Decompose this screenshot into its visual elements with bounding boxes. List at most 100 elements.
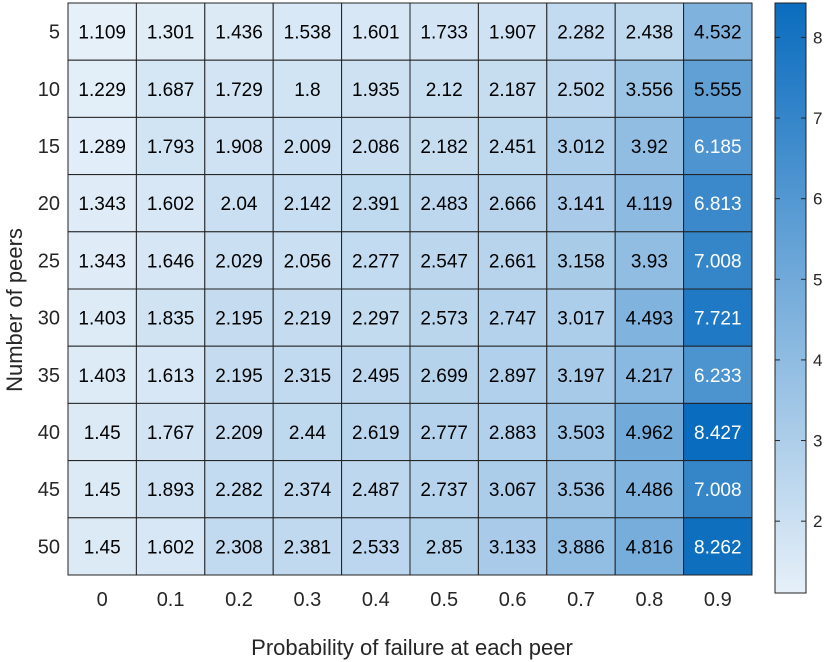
cell-value-label: 2.619 [352, 423, 400, 444]
cell-value-label: 4.217 [626, 366, 674, 387]
cell-value-label: 2.502 [557, 80, 605, 101]
x-tick-label: 0.8 [635, 589, 663, 611]
heatmap-cell [477, 231, 548, 290]
cell-value-label: 1.646 [147, 251, 195, 272]
cell-value-label: 4.962 [626, 423, 674, 444]
heatmap-cell [477, 174, 548, 233]
cell-value-label: 1.343 [78, 194, 126, 215]
heatmap-cell [683, 402, 753, 462]
heatmap-cell [341, 517, 411, 576]
cell-value-label: 2.308 [215, 537, 263, 558]
colorbar-tick-label: 5 [813, 270, 822, 289]
heatmap-cell [614, 59, 685, 118]
heatmap-cell [683, 345, 753, 404]
heatmap-cell [135, 231, 206, 290]
x-tick-label: 0.6 [499, 589, 527, 611]
heatmap-cell [67, 288, 137, 347]
cell-value-label: 6.233 [694, 366, 742, 387]
heatmap-cell [614, 345, 685, 404]
heatmap-cell [135, 116, 206, 176]
heatmap-cell [546, 460, 616, 519]
cell-value-label: 7.721 [694, 309, 742, 330]
heatmap-cell [546, 116, 616, 176]
heatmap-cell [67, 460, 137, 519]
heatmap-cell [341, 402, 411, 462]
heatmap-cell [135, 59, 206, 118]
cell-value-label: 1.793 [147, 137, 195, 158]
y-tick-label: 15 [38, 136, 60, 158]
cell-value-label: 1.729 [215, 80, 263, 101]
colorbar-tick-label: 6 [813, 190, 822, 209]
heatmap-cell [683, 231, 753, 290]
cell-value-label: 2.195 [215, 309, 263, 330]
cell-value-label: 2.315 [284, 366, 332, 387]
x-tick-label: 0.1 [157, 589, 185, 611]
heatmap-cell [614, 402, 685, 462]
heatmap-cell [135, 517, 206, 576]
heatmap-cell [409, 231, 479, 290]
cell-value-label: 3.92 [631, 137, 668, 158]
cell-value-label: 1.403 [78, 366, 126, 387]
cell-value-labels: 1.109 1.301 1.436 1.538 1.601 1.733 1.907 2.282… [78, 23, 741, 559]
cell-value-label: 1.601 [352, 23, 400, 44]
cell-value-label: 1.109 [78, 23, 126, 44]
heatmap-cell [409, 517, 479, 576]
heatmap-cell [272, 460, 343, 519]
cell-value-label: 3.197 [557, 366, 605, 387]
cell-value-label: 2.086 [352, 137, 400, 158]
cell-value-label: 2.438 [626, 23, 674, 44]
heatmap-cell [683, 460, 753, 519]
heatmap-cells [67, 2, 753, 576]
cell-value-label: 3.886 [557, 537, 605, 558]
cell-value-label: 3.133 [489, 537, 537, 558]
cell-value-label: 6.185 [694, 137, 742, 158]
x-axis-label: Probability of failure at each peer [251, 635, 573, 660]
heatmap-cell [341, 116, 411, 176]
heatmap-cell [546, 2, 616, 61]
cell-value-label: 4.532 [694, 23, 742, 44]
heatmap-cell [272, 517, 343, 576]
colorbar-tick-label: 2 [813, 512, 822, 531]
cell-value-label: 1.767 [147, 423, 195, 444]
cell-value-label: 2.374 [284, 480, 332, 501]
heatmap-cell [477, 517, 548, 576]
cell-value-label: 3.017 [557, 309, 605, 330]
x-tick-label: 0.4 [362, 589, 390, 611]
cell-value-label: 2.737 [420, 480, 468, 501]
cell-value-label: 3.503 [557, 423, 605, 444]
cell-value-label: 1.301 [147, 23, 195, 44]
heatmap-cell [409, 288, 479, 347]
heatmap-cell [67, 116, 137, 176]
heatmap-cell [614, 460, 685, 519]
x-axis-tick-labels: 0 0.1 0.2 0.3 0.4 0.5 0.6 0.7 0.8 0.9 [97, 589, 732, 611]
heatmap-cell [477, 116, 548, 176]
heatmap-cell [409, 345, 479, 404]
cell-value-label: 1.289 [78, 137, 126, 158]
cell-value-label: 5.555 [694, 80, 742, 101]
cell-value-label: 2.009 [284, 137, 332, 158]
heatmap-cell [614, 517, 685, 576]
cell-value-label: 1.45 [84, 480, 121, 501]
heatmap-cell [546, 231, 616, 290]
heatmap-cell [272, 345, 343, 404]
heatmap-cell [204, 231, 274, 290]
cell-value-label: 2.573 [420, 309, 468, 330]
colorbar-tick-label: 8 [813, 28, 822, 47]
heatmap-cell [409, 402, 479, 462]
heatmap-cell [409, 59, 479, 118]
cell-value-label: 1.602 [147, 537, 195, 558]
cell-value-label: 8.427 [694, 423, 742, 444]
cell-value-label: 1.893 [147, 480, 195, 501]
y-tick-label: 40 [38, 422, 60, 444]
cell-value-label: 7.008 [694, 251, 742, 272]
heatmap-cell [683, 517, 753, 576]
y-tick-label: 20 [38, 193, 60, 215]
y-axis-tick-labels: 5 10 15 20 25 30 35 40 45 50 [38, 22, 60, 559]
heatmap-cell [67, 2, 137, 61]
cell-value-label: 3.93 [631, 251, 668, 272]
heatmap-cell [204, 517, 274, 576]
colorbar-gradient [774, 2, 807, 594]
cell-value-label: 2.85 [426, 537, 463, 558]
cell-value-label: 4.816 [626, 537, 674, 558]
